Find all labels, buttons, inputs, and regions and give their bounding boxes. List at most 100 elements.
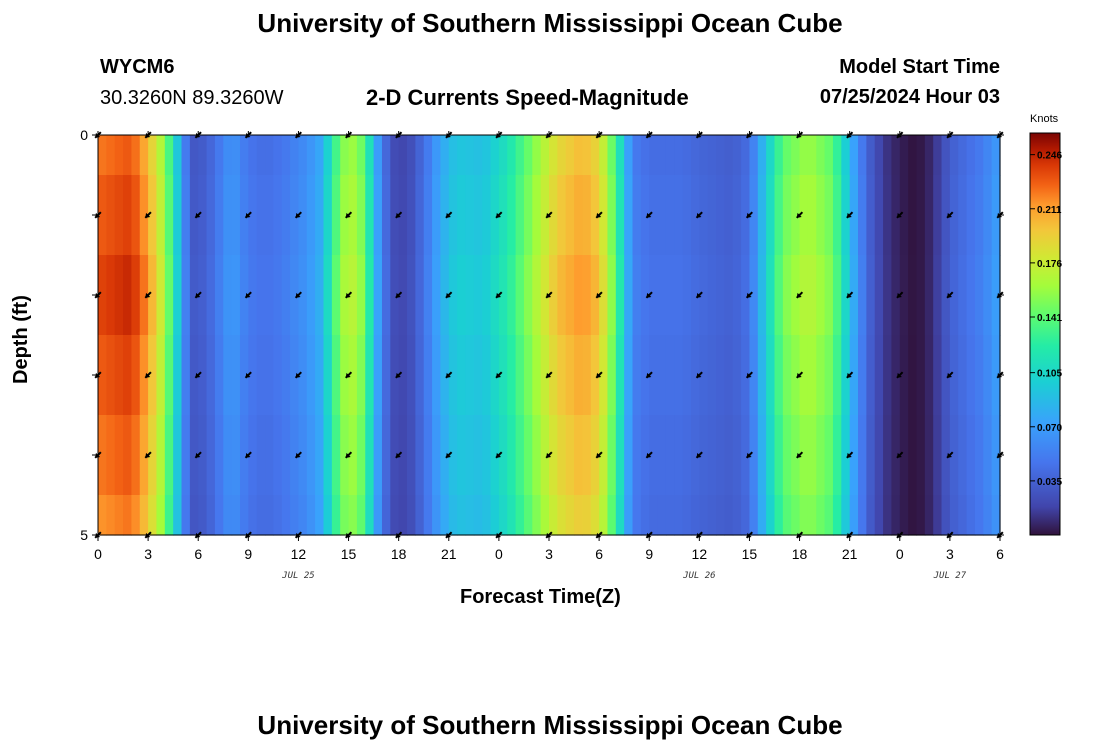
heat-cell [924, 335, 934, 416]
heat-cell [473, 175, 483, 256]
heat-cell [498, 335, 508, 416]
heat-cell [590, 495, 600, 536]
heat-cell [214, 335, 224, 416]
heat-cell [206, 415, 216, 496]
heat-cell [716, 415, 725, 496]
heat-cell [791, 335, 801, 416]
heat-cell [148, 335, 158, 416]
current-arrow [946, 371, 954, 379]
heat-cell [690, 135, 700, 176]
heat-cell [582, 335, 592, 416]
heat-cell [749, 255, 759, 336]
heat-cell [690, 175, 700, 256]
current-arrow [796, 291, 804, 299]
heat-cell [331, 415, 341, 496]
heat-cell [164, 415, 174, 496]
heat-cell [741, 175, 751, 256]
heat-cell [665, 495, 675, 536]
heat-cell [490, 335, 500, 416]
heat-cell [991, 495, 1001, 536]
heat-cell [532, 415, 542, 496]
heat-cell [983, 415, 993, 496]
heat-cell [949, 415, 959, 496]
heat-cell [490, 135, 500, 176]
heat-cell [106, 415, 116, 496]
heat-cell [156, 135, 166, 176]
current-arrow [595, 371, 603, 379]
current-arrow [495, 371, 503, 379]
heat-cell [949, 135, 959, 176]
heat-cell [966, 135, 976, 176]
heat-cell [799, 175, 809, 256]
heat-cell [966, 415, 976, 496]
heat-cell [799, 495, 809, 536]
heat-cell [432, 255, 442, 336]
heat-cell [457, 255, 467, 336]
heat-cell [532, 135, 542, 176]
heat-cell [665, 415, 675, 496]
heat-cell [381, 255, 391, 336]
heat-cell [766, 175, 776, 256]
x-tick-label: 3 [545, 546, 553, 562]
heat-cell [482, 415, 492, 496]
heat-cell [164, 495, 174, 536]
heat-cell [331, 335, 341, 416]
heat-cell [665, 335, 675, 416]
heat-cell [732, 495, 742, 536]
heat-cell [908, 175, 918, 256]
heat-cell [565, 335, 575, 416]
heat-cell [782, 255, 792, 336]
heat-cell [757, 255, 767, 336]
heat-cell [231, 415, 241, 496]
heat-cell [974, 255, 984, 336]
heat-cell [498, 415, 508, 496]
model-start-label: Model Start Time [839, 56, 1000, 78]
heat-cell [891, 175, 901, 256]
heat-cell [991, 175, 1001, 256]
heat-cell [273, 495, 283, 536]
current-arrow [695, 291, 703, 299]
current-arrow [144, 291, 152, 299]
current-arrow [595, 211, 603, 219]
heat-cell [123, 495, 133, 536]
heat-cell [557, 415, 567, 496]
heat-cell [682, 135, 692, 176]
heat-cell [649, 335, 659, 416]
heat-cell [599, 135, 609, 176]
heat-cell [440, 495, 450, 536]
heat-cell [273, 255, 283, 336]
heat-cell [298, 495, 308, 536]
heat-cell [239, 175, 249, 256]
current-arrow [445, 211, 453, 219]
colorbar-tick-label: 0.176 [1037, 259, 1062, 270]
heat-cell [582, 415, 592, 496]
x-tick-label: 6 [996, 546, 1004, 562]
heat-cell [883, 175, 893, 256]
heat-cell [181, 175, 191, 256]
plot-title: 2-D Currents Speed-Magnitude [366, 85, 689, 110]
heat-cell [290, 335, 300, 416]
current-arrow [896, 371, 904, 379]
heat-cell [741, 255, 751, 336]
heat-cell [490, 255, 500, 336]
heatmap-cells [98, 135, 1001, 536]
heat-cell [749, 495, 759, 536]
current-arrow [545, 371, 553, 379]
heat-cell [716, 255, 725, 336]
heat-cell [432, 175, 442, 256]
heat-cell [231, 495, 241, 536]
heat-cell [782, 135, 792, 176]
heat-cell [348, 495, 358, 536]
heat-cell [640, 255, 650, 336]
heat-cell [858, 335, 867, 416]
y-tick-label: 0 [80, 127, 88, 143]
heat-cell [340, 415, 350, 496]
heat-cell [991, 135, 1001, 176]
heat-cell [323, 175, 333, 256]
heat-cell [849, 335, 859, 416]
heat-cell [239, 415, 249, 496]
x-tick-label: 3 [946, 546, 954, 562]
heat-cell [407, 415, 416, 496]
heat-cell [916, 255, 926, 336]
heat-cell [189, 175, 199, 256]
